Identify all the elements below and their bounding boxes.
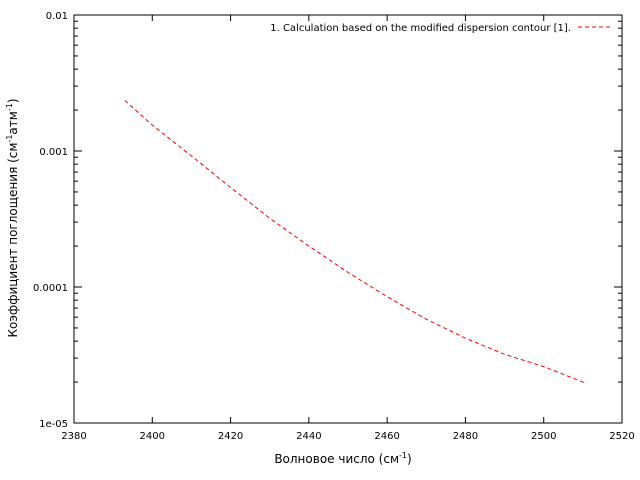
y-tick-label: 0.0001 [33,283,68,294]
x-tick-label: 2420 [218,431,243,442]
y-axis-title-sup-2: -1 [5,103,14,111]
x-tick-label: 2380 [61,431,86,442]
x-tick-label: 2480 [453,431,478,442]
y-axis-title-part-3: ) [6,98,20,103]
x-axis-title: Волновое число (см-1) [274,451,411,466]
x-axis-title-main: Волновое число (см [274,452,399,466]
y-tick-label: 1e-05 [39,419,68,430]
plot-border [73,14,623,424]
y-tick-label: 0.001 [39,147,68,158]
y-tick-label: 0.01 [46,11,68,22]
legend-label: 1. Calculation based on the modified dis… [270,23,571,34]
series-line [124,100,587,385]
x-tick-label: 2400 [140,431,165,442]
x-tick-label: 2440 [296,431,321,442]
y-axis-title-part-1: Коэффициент поглощения (см [6,143,20,338]
y-axis-title-sup-1: -1 [5,135,14,143]
x-tick-label: 2500 [531,431,556,442]
y-axis-title: Коэффициент поглощения (см-1атм-1) [5,98,20,337]
x-tick-label: 2460 [374,431,399,442]
y-axis-title-part-2: атм [6,111,20,134]
x-axis-title-sup: -1 [399,451,407,460]
x-axis-title-end: ) [407,452,412,466]
x-tick-label: 2520 [609,431,634,442]
